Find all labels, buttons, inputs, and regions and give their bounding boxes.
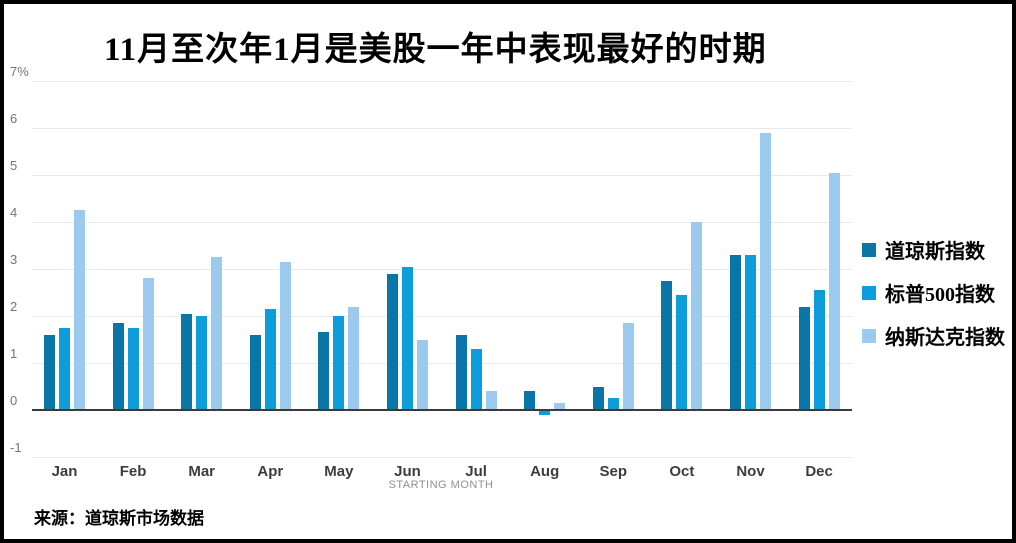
gridline — [32, 316, 852, 317]
bar-nov-纳斯达克指数 — [760, 132, 771, 410]
x-axis-labels: Jan Feb Mar Apr May Jun Jul Aug Sep Oct Nov Dec — [4, 463, 1012, 481]
legend-item: 纳斯达克指数 — [862, 321, 1005, 350]
x-tick-label-jan: Jan — [51, 463, 78, 480]
y-tick-label: 4 — [10, 205, 18, 220]
chart-title: 11月至次年1月是美股一年中表现最好的时期 — [104, 32, 767, 68]
bar-group-dec — [798, 81, 840, 457]
gridline — [32, 222, 852, 223]
bar-dec-道琼斯指数 — [798, 306, 810, 410]
bar-jan-标普500指数 — [59, 327, 70, 410]
bar-jul-道琼斯指数 — [455, 334, 467, 410]
bar-oct-道琼斯指数 — [661, 280, 673, 410]
y-tick-label: 5 — [10, 158, 18, 173]
gridline — [32, 363, 852, 364]
y-tick-label: 7% — [10, 64, 29, 79]
bar-group-may — [318, 81, 360, 457]
bar-oct-纳斯达克指数 — [691, 222, 703, 410]
bar-group-apr — [249, 81, 291, 457]
bar-group-feb — [112, 81, 154, 457]
bar-may-道琼斯指数 — [318, 332, 330, 410]
bar-jun-道琼斯指数 — [387, 273, 398, 410]
legend-label: 道琼斯指数 — [885, 241, 985, 263]
x-tick-label-may: May — [324, 463, 354, 480]
x-tick-label-jul: Jul — [465, 463, 487, 480]
x-tick-label-nov: Nov — [736, 463, 765, 480]
bar-aug-道琼斯指数 — [524, 391, 536, 410]
bar-jan-纳斯达克指数 — [74, 210, 85, 410]
bar-may-纳斯达克指数 — [348, 306, 360, 410]
bar-dec-标普500指数 — [813, 290, 825, 410]
bar-aug-纳斯达克指数 — [554, 402, 566, 410]
bar-feb-道琼斯指数 — [112, 323, 124, 410]
bar-group-jul — [455, 81, 497, 457]
bar-jun-标普500指数 — [402, 266, 413, 410]
legend: 道琼斯指数标普500指数 纳斯达克指数 — [862, 235, 1005, 364]
bar-mar-标普500指数 — [196, 316, 208, 410]
bar-feb-标普500指数 — [127, 327, 139, 410]
bar-jun-纳斯达克指数 — [417, 339, 428, 410]
x-tick-label-jun: Jun — [394, 463, 421, 480]
y-tick-label: 1 — [10, 346, 18, 361]
bar-group-aug — [524, 81, 566, 457]
x-tick-label-oct: Oct — [669, 463, 695, 480]
bar-apr-标普500指数 — [264, 308, 276, 410]
legend-swatch-icon — [862, 242, 876, 257]
bar-aug-标普500指数 — [539, 410, 551, 415]
bar-group-jan — [44, 81, 85, 457]
gridline — [32, 175, 852, 176]
x-tick-label-feb: Feb — [119, 463, 147, 480]
y-tick-label: 0 — [10, 393, 18, 408]
bar-group-mar — [181, 81, 223, 457]
bar-sep-道琼斯指数 — [592, 386, 604, 410]
y-tick-label: 2 — [10, 299, 18, 314]
bar-feb-纳斯达克指数 — [142, 278, 154, 410]
bar-sep-标普500指数 — [607, 398, 619, 410]
x-tick-label-sep: Sep — [599, 463, 628, 480]
x-axis-title: STARTING MONTH — [388, 479, 494, 491]
legend-item: 标普500指数 — [862, 278, 1005, 307]
bar-group-nov — [730, 81, 771, 457]
plot-area — [32, 81, 852, 458]
legend-swatch-icon — [862, 328, 876, 343]
bar-group-sep — [592, 81, 634, 457]
bar-group-jun — [387, 81, 428, 457]
bar-apr-纳斯达克指数 — [279, 261, 291, 410]
y-tick-label: 3 — [10, 252, 18, 267]
x-tick-label-apr: Apr — [257, 463, 284, 480]
bar-oct-标普500指数 — [676, 294, 688, 410]
x-axis-line — [32, 409, 852, 411]
bar-mar-道琼斯指数 — [181, 313, 193, 410]
bar-group-oct — [661, 81, 703, 457]
legend-item: 道琼斯指数 — [862, 235, 1005, 264]
bar-apr-道琼斯指数 — [249, 334, 261, 410]
bar-nov-标普500指数 — [745, 254, 756, 410]
x-tick-label-dec: Dec — [805, 463, 833, 480]
bar-jul-纳斯达克指数 — [485, 391, 497, 410]
bar-may-标普500指数 — [333, 316, 345, 410]
gridline — [32, 457, 852, 458]
y-tick-label: 6 — [10, 111, 18, 126]
y-tick-label: -1 — [10, 440, 22, 455]
x-tick-label-mar: Mar — [188, 463, 216, 480]
gridline — [32, 269, 852, 270]
gridline — [32, 81, 852, 82]
legend-label: 纳斯达克指数 — [885, 327, 1005, 349]
gridline — [32, 128, 852, 129]
bar-mar-纳斯达克指数 — [211, 257, 223, 410]
x-tick-label-aug: Aug — [530, 463, 560, 480]
bar-nov-道琼斯指数 — [730, 254, 741, 410]
legend-swatch-icon — [862, 285, 876, 300]
bar-dec-纳斯达克指数 — [828, 172, 840, 410]
bar-jan-道琼斯指数 — [44, 334, 55, 410]
legend-label: 标普500指数 — [885, 284, 995, 306]
bar-jul-标普500指数 — [470, 348, 482, 410]
source-note: 来源：道琼斯市场数据 — [34, 509, 204, 528]
bar-sep-纳斯达克指数 — [622, 323, 634, 410]
